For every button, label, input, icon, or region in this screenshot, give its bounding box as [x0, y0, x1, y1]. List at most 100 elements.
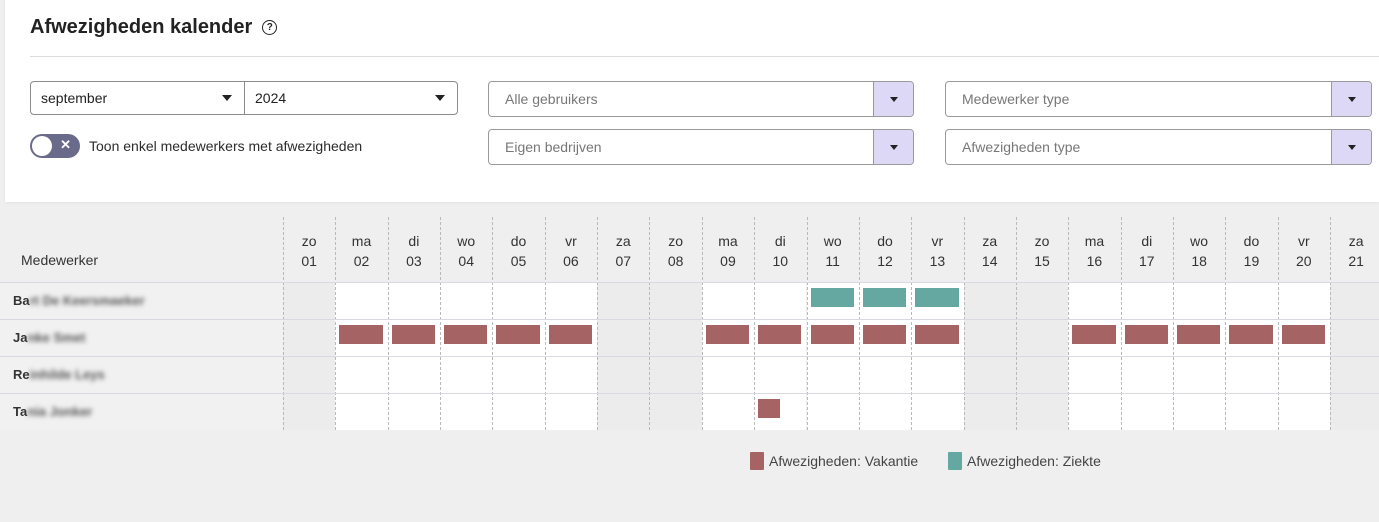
column-divider [858, 217, 860, 430]
day-of-week: vr [1297, 233, 1310, 249]
column-divider [1120, 217, 1122, 430]
absence-bar-ziekte[interactable] [810, 288, 854, 307]
users-select[interactable]: Alle gebruikers [488, 81, 914, 117]
day-column-header: do 05 [492, 217, 544, 282]
employee-name: Tania Jonker [13, 404, 92, 419]
column-divider [544, 217, 546, 430]
day-column-header: wo 18 [1173, 217, 1225, 282]
day-of-week: ma [718, 233, 738, 249]
column-divider [335, 217, 337, 430]
absence-bar-vakantie[interactable] [444, 325, 488, 344]
day-column-header: zo 15 [1016, 217, 1068, 282]
absence-bar-vakantie[interactable] [915, 325, 959, 344]
day-column-header: za 21 [1330, 217, 1379, 282]
day-column-header: vr 13 [911, 217, 963, 282]
row-divider [0, 282, 1379, 283]
absence-only-toggle[interactable]: ✕ [30, 134, 80, 158]
day-number: 04 [458, 253, 474, 269]
absence-bar-vakantie[interactable] [391, 325, 436, 344]
day-of-week: di [774, 233, 786, 249]
absence-bar-vakantie[interactable] [339, 325, 383, 344]
absence-bar-vakantie[interactable] [1072, 325, 1116, 344]
employee-name-redacted: nia Jonker [27, 404, 93, 419]
absence-bar-vakantie[interactable] [1176, 325, 1221, 344]
day-number: 02 [353, 253, 370, 269]
absence-bar-vakantie[interactable] [548, 325, 593, 344]
day-of-week: wo [457, 233, 476, 249]
day-of-week: za [982, 233, 998, 249]
absence-bar-vakantie[interactable] [705, 325, 750, 344]
absence-bar-vakantie[interactable] [1124, 325, 1168, 344]
column-divider [1225, 217, 1227, 430]
day-column-header: wo 04 [440, 217, 492, 282]
legend-item-vakantie: Afwezigheden: Vakantie [750, 452, 918, 470]
employee-name-visible: Ja [13, 330, 28, 345]
row-divider [0, 356, 1379, 357]
column-divider [1277, 217, 1279, 430]
column-divider [597, 217, 599, 430]
legend-swatch [750, 452, 764, 470]
page-title: Afwezigheden kalender ? [30, 16, 278, 39]
users-dropdown-button[interactable] [873, 82, 913, 116]
employee-name-redacted: nke Smet [27, 330, 86, 345]
day-of-week: do [510, 233, 527, 249]
employee-name-redacted: rt De Keersmaeker [29, 293, 145, 308]
absence-bar-vakantie[interactable] [1281, 325, 1325, 344]
absence-bar-vakantie[interactable] [1229, 325, 1273, 344]
column-divider [1172, 217, 1174, 430]
day-of-week: di [408, 233, 420, 249]
column-divider [649, 217, 651, 430]
column-divider [701, 217, 703, 430]
day-column-header: ma 02 [335, 217, 387, 282]
chevron-down-icon [1347, 144, 1356, 150]
day-column-header: zo 01 [283, 217, 335, 282]
day-number: 07 [615, 253, 632, 269]
day-column-header: ma 16 [1068, 217, 1120, 282]
employee-name: Janke Smet [13, 330, 85, 345]
day-of-week: wo [823, 233, 842, 249]
day-number: 14 [981, 253, 998, 269]
toggle-label: Toon enkel medewerkers met afwezigheden [89, 138, 363, 154]
day-number: 01 [301, 253, 317, 269]
day-of-week: zo [1034, 233, 1050, 249]
day-of-week: ma [351, 233, 372, 249]
employee-name-visible: Ta [13, 404, 28, 419]
day-of-week: do [877, 233, 893, 249]
chevron-down-icon [435, 95, 445, 101]
day-number: 17 [1138, 253, 1155, 269]
employee-name-visible: Ba [13, 293, 30, 308]
toggle-knob [32, 136, 52, 156]
year-select[interactable]: 2024 [244, 81, 458, 115]
day-of-week: vr [565, 233, 577, 249]
absence-bar-ziekte[interactable] [915, 288, 959, 307]
absence-type-select[interactable]: Afwezigheden type [945, 129, 1372, 165]
column-divider [806, 217, 808, 430]
day-column-header: do 12 [859, 217, 911, 282]
day-column-header: ma 09 [702, 217, 754, 282]
day-number: 13 [929, 253, 946, 269]
day-number: 15 [1034, 253, 1050, 269]
month-select[interactable]: september [30, 81, 245, 115]
question-circle-icon[interactable]: ? [262, 20, 278, 35]
absence-type-placeholder: Afwezigheden type [962, 139, 1081, 155]
absence-bar-vakantie[interactable] [862, 325, 907, 344]
absence-bar-ziekte[interactable] [862, 288, 907, 307]
absence-bar-vakantie[interactable] [496, 325, 540, 344]
absence-type-dropdown-button[interactable] [1331, 130, 1371, 164]
column-divider [1015, 217, 1017, 430]
day-column-header: di 10 [754, 217, 806, 282]
absence-bar-vakantie[interactable] [810, 325, 854, 344]
companies-select[interactable]: Eigen bedrijven [488, 129, 914, 165]
day-number: 09 [720, 253, 736, 269]
employee-type-dropdown-button[interactable] [1331, 82, 1371, 116]
absence-bar-vakantie[interactable] [758, 399, 781, 418]
companies-dropdown-button[interactable] [873, 130, 913, 164]
absence-bar-vakantie[interactable] [758, 325, 802, 344]
day-column-header: zo 08 [649, 217, 701, 282]
column-divider [1068, 217, 1070, 430]
day-column-header: di 17 [1121, 217, 1173, 282]
users-placeholder: Alle gebruikers [505, 91, 598, 107]
employee-type-select[interactable]: Medewerker type [945, 81, 1372, 117]
day-of-week: wo [1190, 233, 1209, 249]
divider [30, 56, 1379, 57]
